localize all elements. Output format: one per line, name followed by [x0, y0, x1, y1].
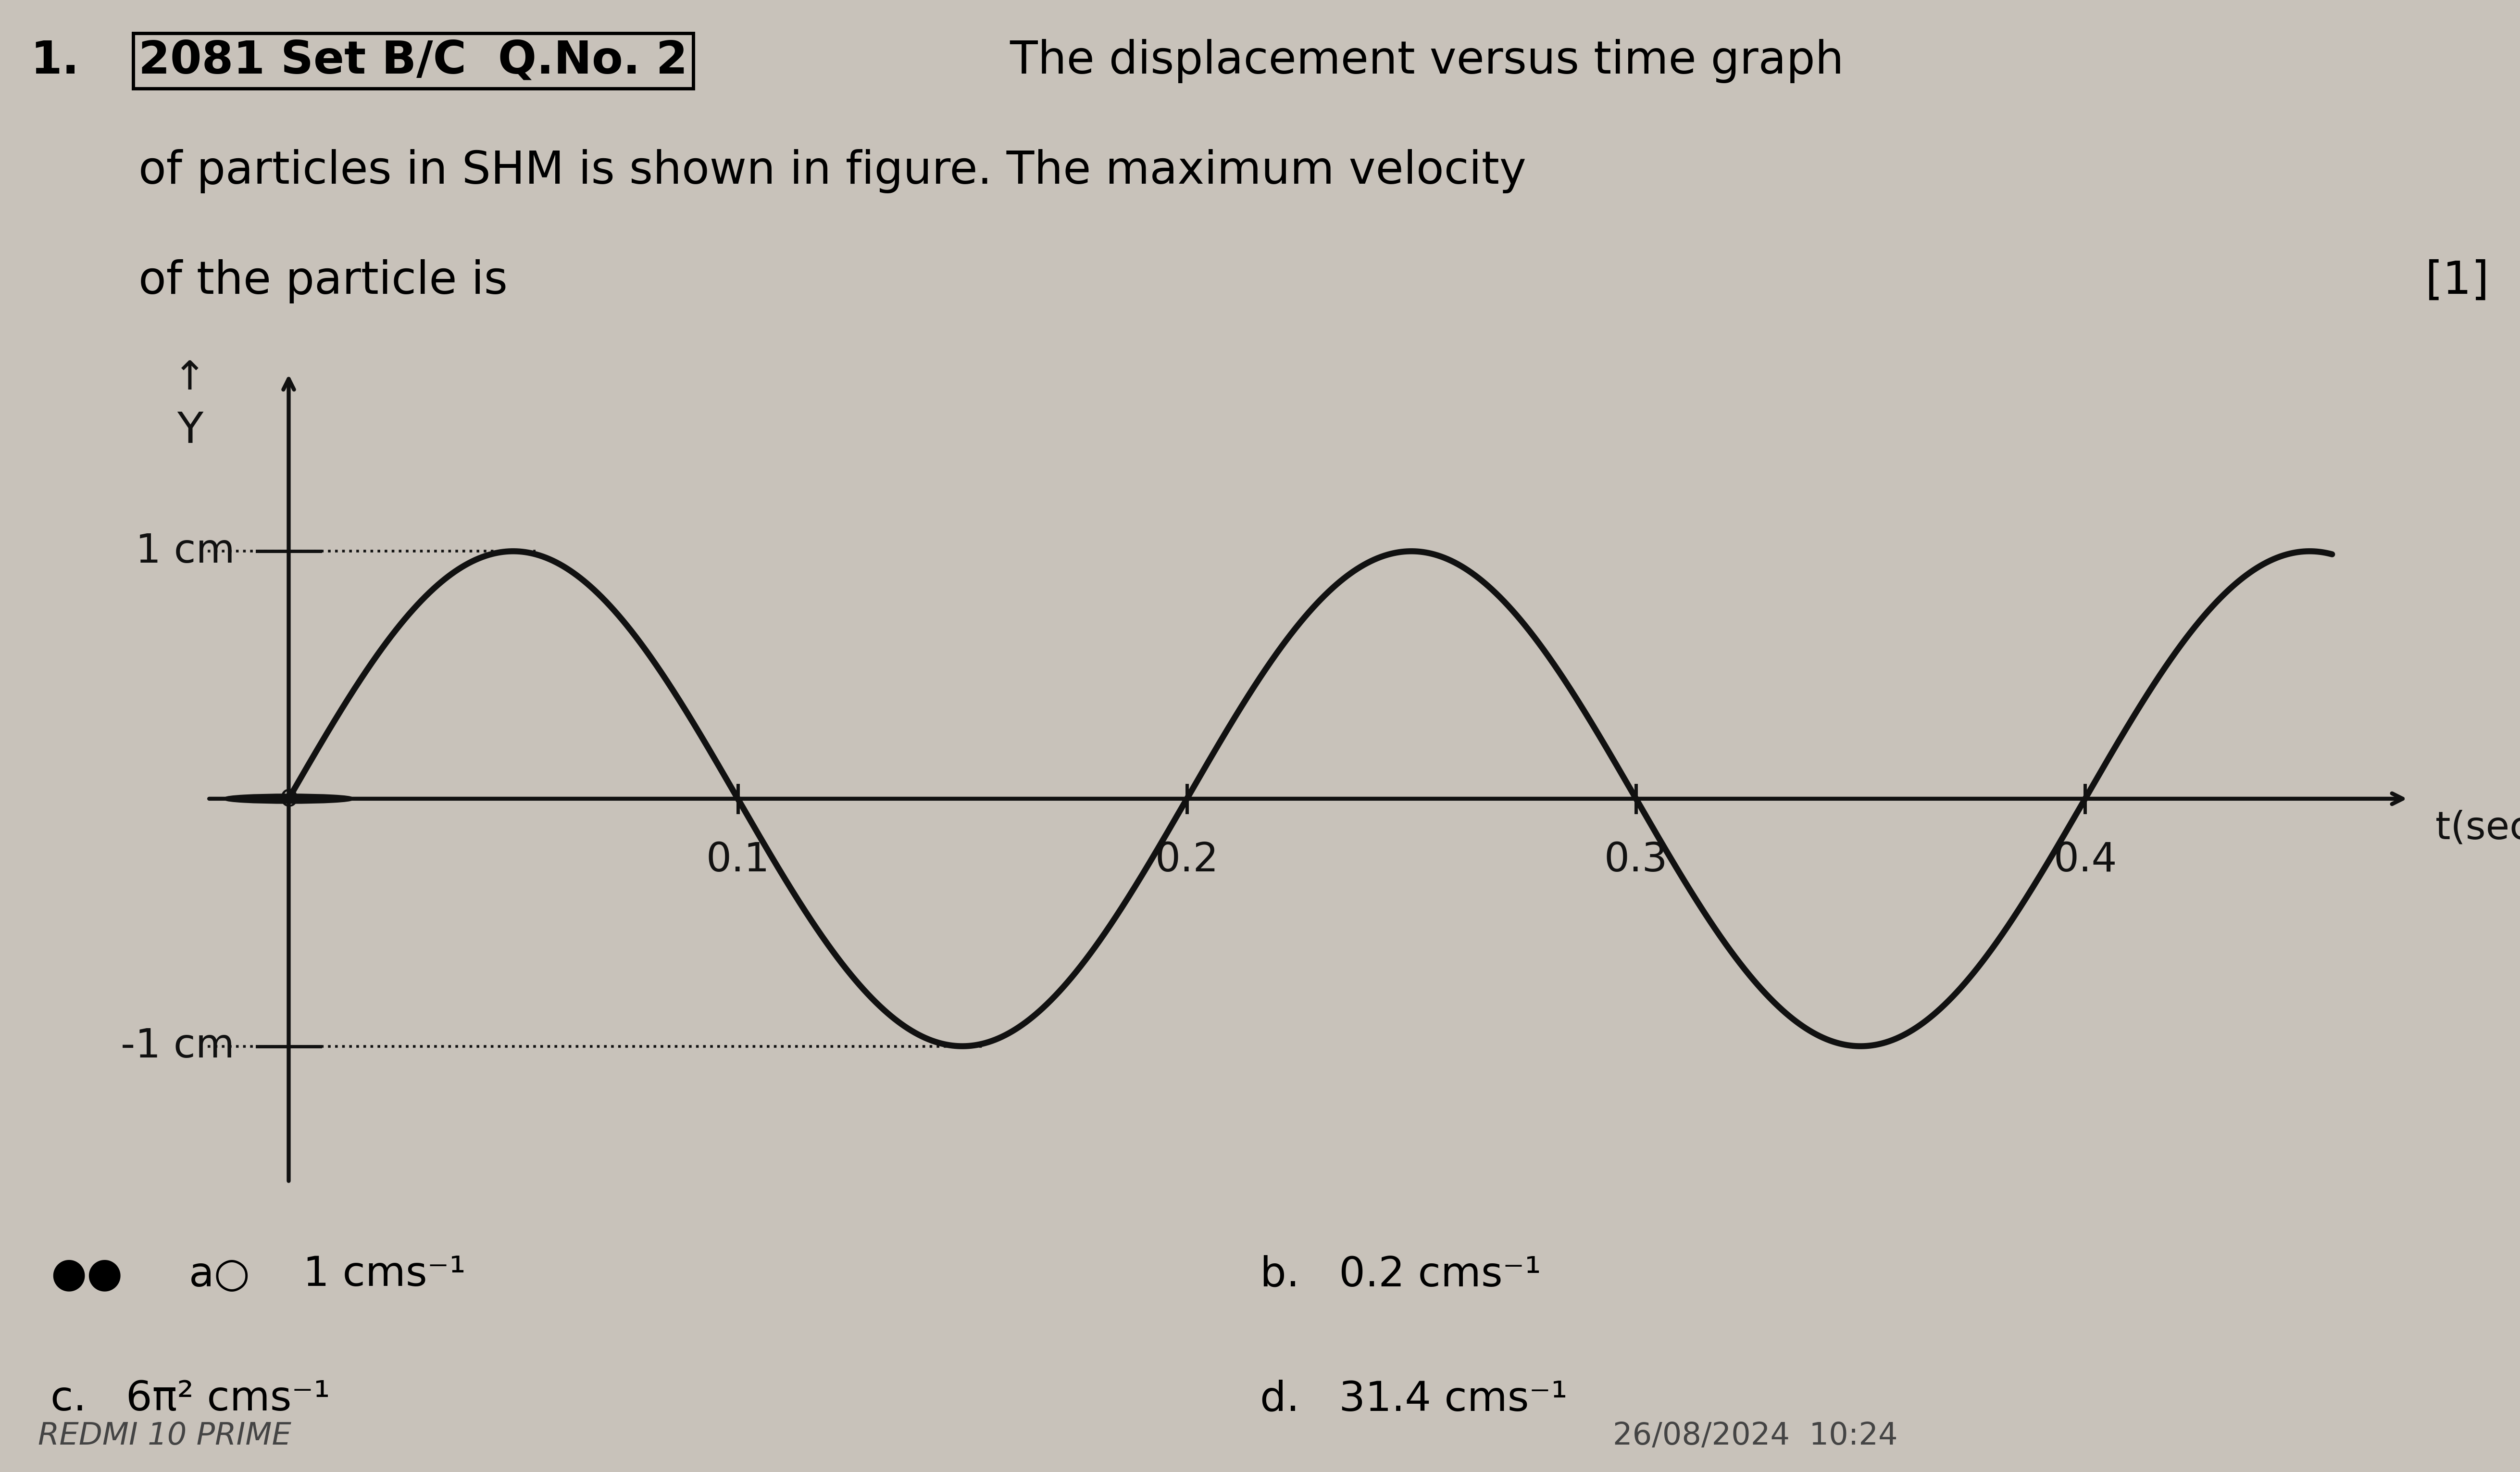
- Text: O: O: [280, 789, 297, 811]
- Text: 2081 Set B/C  Q.No. 2: 2081 Set B/C Q.No. 2: [139, 38, 688, 82]
- Text: of the particle is: of the particle is: [139, 259, 509, 303]
- Text: REDMI 10 PRIME: REDMI 10 PRIME: [38, 1420, 292, 1451]
- Text: of particles in SHM is shown in figure. The maximum velocity: of particles in SHM is shown in figure. …: [139, 149, 1527, 193]
- Text: [1]: [1]: [2424, 259, 2490, 303]
- Text: Y: Y: [176, 411, 204, 452]
- Text: -1 cm: -1 cm: [121, 1026, 234, 1066]
- Text: The displacement versus time graph: The displacement versus time graph: [995, 38, 1845, 82]
- Text: 1.: 1.: [30, 38, 78, 82]
- Text: b.   0.2 cms⁻¹: b. 0.2 cms⁻¹: [1260, 1254, 1542, 1295]
- Text: t(sec) →: t(sec) →: [2434, 810, 2520, 848]
- Text: ↑: ↑: [174, 359, 207, 397]
- Text: 26/08/2024  10:24: 26/08/2024 10:24: [1613, 1420, 1898, 1451]
- Text: c.   6π² cms⁻¹: c. 6π² cms⁻¹: [50, 1379, 330, 1419]
- Text: 0.3: 0.3: [1605, 841, 1668, 880]
- Text: 0.1: 0.1: [706, 841, 769, 880]
- Text: 1 cms⁻¹: 1 cms⁻¹: [290, 1254, 466, 1295]
- Text: ●●: ●●: [50, 1254, 123, 1295]
- Text: 1 cm: 1 cm: [136, 531, 234, 571]
- Text: a○: a○: [189, 1254, 249, 1295]
- Text: 0.4: 0.4: [2054, 841, 2117, 880]
- Text: 0.2: 0.2: [1154, 841, 1220, 880]
- Text: d.   31.4 cms⁻¹: d. 31.4 cms⁻¹: [1260, 1379, 1567, 1419]
